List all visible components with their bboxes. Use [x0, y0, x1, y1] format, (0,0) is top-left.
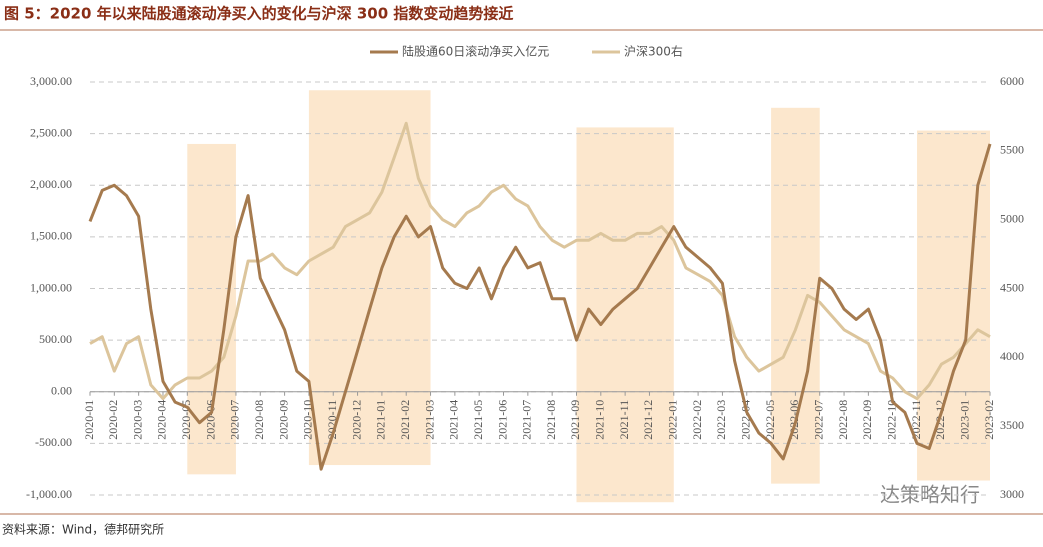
x-tick-label: 2023-01 — [957, 400, 971, 440]
x-tick-label: 2022-02 — [690, 400, 704, 440]
legend-label: 陆股通60日滚动净买入亿元 — [402, 44, 549, 59]
x-tick-label: 2022-11 — [909, 400, 923, 440]
x-tick-label: 2021-08 — [544, 400, 558, 440]
x-tick-label: 2023-02 — [982, 400, 996, 440]
x-tick-label: 2020-12 — [349, 400, 363, 440]
x-tick-label: 2021-01 — [374, 400, 388, 440]
y-tick-label: 2,500.00 — [30, 125, 72, 139]
x-tick-label: 2021-11 — [617, 400, 631, 440]
x-tick-label: 2021-09 — [568, 400, 582, 440]
x-tick-label: 2022-01 — [666, 400, 680, 440]
x-tick-label: 2020-07 — [228, 400, 242, 440]
x-tick-label: 2020-06 — [203, 400, 217, 440]
y-tick-label: 0.00 — [51, 384, 72, 398]
x-tick-label: 2021-06 — [495, 400, 509, 440]
y-tick-label: 3,000.00 — [30, 74, 72, 88]
x-tick-label: 2022-09 — [860, 400, 874, 440]
y2-tick-label: 4500 — [1000, 280, 1024, 294]
x-tick-label: 2021-04 — [447, 400, 461, 440]
highlight-band — [576, 127, 674, 503]
x-tick-label: 2020-03 — [130, 400, 144, 440]
x-tick-label: 2020-01 — [82, 400, 96, 440]
x-tick-label: 2021-02 — [398, 400, 412, 440]
y2-tick-label: 3500 — [1000, 418, 1024, 432]
y2-tick-label: 5500 — [1000, 143, 1024, 157]
x-tick-label: 2022-04 — [739, 400, 753, 440]
x-tick-label: 2020-08 — [252, 400, 266, 440]
y-tick-label: 500.00 — [39, 332, 72, 346]
x-tick-label: 2022-10 — [884, 400, 898, 440]
chart-title: 图 5：2020 年以来陆股通滚动净买入的变化与沪深 300 指数变动趋势接近 — [4, 5, 513, 23]
x-tick-label: 2022-07 — [811, 400, 825, 440]
source: 资料来源：Wind，德邦研究所 — [2, 522, 164, 537]
highlight-band — [308, 90, 431, 466]
x-tick-label: 2020-10 — [301, 400, 315, 440]
y-tick-label: -500.00 — [35, 435, 72, 449]
x-tick-label: 2021-10 — [593, 400, 607, 440]
x-tick-label: 2020-04 — [155, 400, 169, 440]
x-tick-label: 2022-05 — [763, 400, 777, 440]
y2-tick-label: 3000 — [1000, 487, 1024, 501]
y2-tick-label: 6000 — [1000, 74, 1024, 88]
y2-tick-label: 4000 — [1000, 349, 1024, 363]
y-tick-label: -1,000.00 — [26, 487, 72, 501]
x-tick-label: 2020-02 — [106, 400, 120, 440]
x-tick-label: 2021-03 — [422, 400, 436, 440]
y-tick-label: 2,000.00 — [30, 177, 72, 191]
x-tick-label: 2020-09 — [276, 400, 290, 440]
legend-label: 沪深300右 — [624, 44, 683, 59]
y-tick-label: 1,500.00 — [30, 229, 72, 243]
x-tick-label: 2021-07 — [520, 400, 534, 440]
x-tick-label: 2021-05 — [471, 400, 485, 440]
y2-tick-label: 5000 — [1000, 211, 1024, 225]
series-line — [89, 121, 991, 401]
x-tick-label: 2021-12 — [641, 400, 655, 440]
x-tick-label: 2022-03 — [714, 400, 728, 440]
y-tick-label: 1,000.00 — [30, 280, 72, 294]
series-line — [88, 143, 992, 471]
x-tick-label: 2022-08 — [836, 400, 850, 440]
